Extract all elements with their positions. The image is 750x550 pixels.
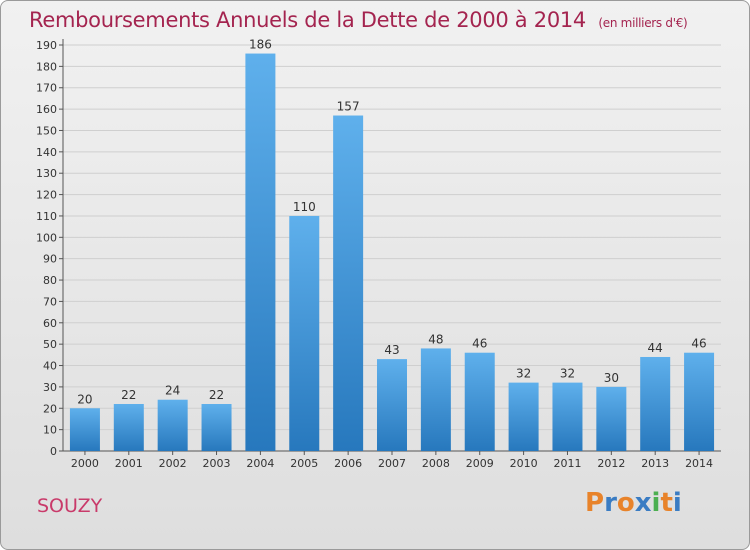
x-tick-label: 2000 <box>71 457 99 470</box>
y-axis-ticks: 0 10 20 30 40 50 60 70 80 90 100 110 120 130 140 150 160… <box>36 39 63 458</box>
bar-2012 <box>596 386 627 451</box>
bar-2006 <box>333 115 364 451</box>
y-tick-label: 40 <box>43 360 57 373</box>
y-tick-label: 140 <box>36 146 57 159</box>
bar-2000 <box>69 408 100 451</box>
x-tick-label: 2004 <box>246 457 274 470</box>
bar-2002 <box>157 399 188 451</box>
x-tick-label: 2008 <box>422 457 450 470</box>
y-tick-label: 130 <box>36 167 57 180</box>
y-tick-label: 30 <box>43 381 57 394</box>
logo-letter: i <box>651 488 661 518</box>
x-tick-label: 2007 <box>378 457 406 470</box>
logo-letter: i <box>672 488 682 518</box>
x-tick-label: 2010 <box>510 457 538 470</box>
y-tick-label: 180 <box>36 60 57 73</box>
logo-letter: x <box>634 488 652 518</box>
y-tick-label: 20 <box>43 402 57 415</box>
data-label-2005: 110 <box>293 200 316 214</box>
y-tick-label: 190 <box>36 39 57 52</box>
x-tick-label: 2013 <box>641 457 669 470</box>
y-tick-label: 10 <box>43 424 57 437</box>
logo-letter: P <box>585 488 605 518</box>
bar-2008 <box>420 348 451 451</box>
x-tick-label: 2003 <box>203 457 231 470</box>
bar-2005 <box>289 215 320 451</box>
data-label-2011: 32 <box>560 367 575 381</box>
x-tick-label: 2005 <box>290 457 318 470</box>
x-tick-label: 2012 <box>597 457 625 470</box>
logo-letter: r <box>604 488 617 518</box>
chart-subtitle: (en milliers d'€) <box>598 16 688 30</box>
data-label-2003: 22 <box>209 388 224 402</box>
x-tick-label: 2001 <box>115 457 143 470</box>
y-tick-label: 170 <box>36 82 57 95</box>
bar-2009 <box>464 352 495 451</box>
data-label-2010: 32 <box>516 367 531 381</box>
y-tick-label: 150 <box>36 124 57 137</box>
y-tick-label: 0 <box>50 445 57 458</box>
data-label-2012: 30 <box>604 371 619 385</box>
x-tick-label: 2006 <box>334 457 362 470</box>
bar-2007 <box>377 359 407 451</box>
bar-2001 <box>113 403 144 451</box>
x-tick-label: 2009 <box>466 457 494 470</box>
data-label-2000: 20 <box>77 392 92 406</box>
bar-2010 <box>508 382 539 451</box>
logo-letter: t <box>660 488 673 518</box>
bar-2004 <box>245 53 276 452</box>
y-tick-label: 100 <box>36 231 57 244</box>
x-tick-label: 2014 <box>685 457 713 470</box>
bar-chart: 0 10 20 30 40 50 60 70 80 90 100 110 120 130 140 150 160… <box>36 38 721 470</box>
data-label-2006: 157 <box>337 100 360 114</box>
y-tick-label: 110 <box>36 210 57 223</box>
data-label-2009: 46 <box>472 337 487 351</box>
y-tick-label: 90 <box>43 253 57 266</box>
data-label-2014: 46 <box>691 337 706 351</box>
bar-2013 <box>640 356 671 451</box>
chart-title-text: Remboursements Annuels de la Dette de 20… <box>29 8 586 32</box>
data-label-2002: 24 <box>165 384 180 398</box>
proxiti-logo: Proxiti <box>585 488 682 518</box>
x-tick-label: 2002 <box>159 457 187 470</box>
bar-2014 <box>684 352 715 451</box>
y-tick-label: 50 <box>43 338 57 351</box>
x-tick-label: 2011 <box>553 457 581 470</box>
y-tick-label: 120 <box>36 189 57 202</box>
bar-2003 <box>201 403 232 451</box>
bars <box>69 53 715 452</box>
place-name: SOUZY <box>37 495 103 517</box>
data-label-2004: 186 <box>249 38 272 52</box>
x-axis-ticks: 2000 2001 2002 2003 2004 2005 2006 2007 2008 2009… <box>71 451 713 470</box>
y-tick-label: 60 <box>43 317 57 330</box>
logo-letter: o <box>616 488 635 518</box>
y-tick-label: 80 <box>43 274 57 287</box>
data-label-2013: 44 <box>648 341 663 355</box>
data-label-2001: 22 <box>121 388 136 402</box>
bar-2011 <box>552 382 583 451</box>
data-label-2007: 43 <box>384 343 399 357</box>
data-label-2008: 48 <box>428 332 443 346</box>
y-tick-label: 70 <box>43 295 57 308</box>
data-labels: 20 22 24 22 186 110 157 43 48 46 32 32 30 44 46 <box>77 38 706 407</box>
chart-title: Remboursements Annuels de la Dette de 20… <box>29 8 688 32</box>
y-tick-label: 160 <box>36 103 57 116</box>
